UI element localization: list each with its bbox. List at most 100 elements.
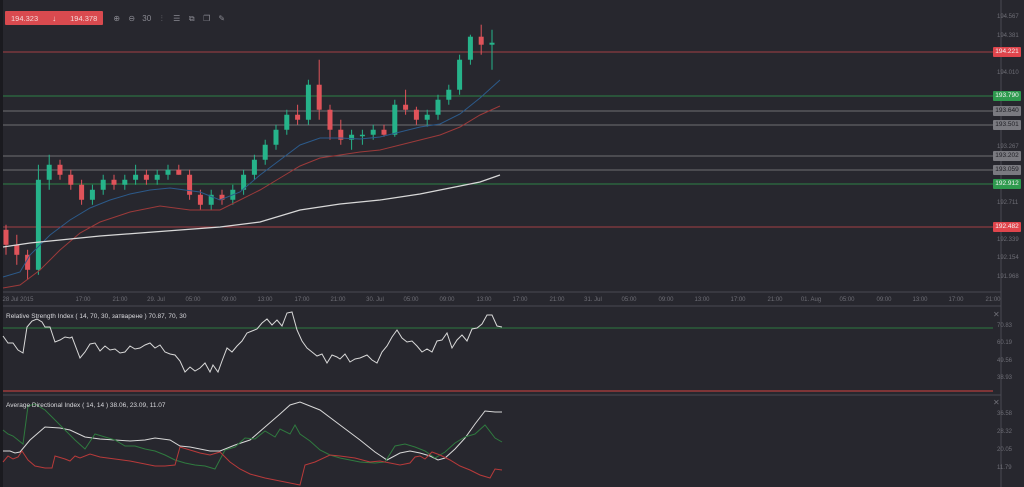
ema-slow-line [2, 105, 501, 289]
candle-body [68, 174, 74, 185]
candle-body [100, 179, 106, 190]
plus-di-line [2, 403, 503, 470]
candle-body [467, 36, 473, 60]
adx-line [3, 401, 502, 461]
level-price-badge[interactable]: 193.640 [993, 106, 1021, 116]
price-tick-label: 192.154 [997, 255, 1019, 261]
timeframe-icon[interactable]: 30 [142, 13, 152, 23]
candle-body [241, 174, 247, 190]
candle-body [359, 134, 365, 137]
level-price-badge[interactable]: 193.501 [993, 120, 1021, 130]
time-tick-label: 17:00 [948, 297, 964, 303]
zoom-in-icon[interactable]: ⊕ [113, 13, 121, 23]
candle-body [122, 179, 128, 185]
time-tick-label: 09:00 [876, 297, 892, 303]
candle-body [165, 169, 171, 175]
level-price-badge[interactable]: 193.790 [993, 91, 1021, 101]
time-tick-label: 21:00 [549, 297, 565, 303]
candle-body [251, 159, 257, 175]
chart-type-icon[interactable]: ⫶ [160, 13, 163, 23]
candle-body [446, 89, 452, 100]
level-price-badge[interactable]: 193.059 [993, 165, 1021, 175]
price-tick-label: 193.267 [997, 144, 1019, 150]
time-tick-label: 09:00 [221, 297, 237, 303]
zoom-out-icon[interactable]: ⊖ [128, 13, 136, 23]
candle-body [143, 174, 149, 180]
time-tick-label: 21:00 [112, 297, 128, 303]
candle-body [327, 109, 333, 130]
candle-body [197, 194, 203, 205]
time-tick-label: 21:00 [985, 297, 1001, 303]
price-tick-label: 191.968 [997, 274, 1019, 280]
time-tick-label: 17:00 [512, 297, 528, 303]
candle-body [35, 179, 41, 270]
arrow-down-icon: ↓ [52, 13, 57, 23]
tool-icons: ⊕ ⊖ 30 ⫶ ☰ ⧉ ❐ ✎ [112, 14, 226, 23]
time-tick-label: 05:00 [839, 297, 855, 303]
rsi-line [2, 311, 503, 374]
minus-di-line [2, 446, 503, 486]
level-price-badge[interactable]: 193.202 [993, 151, 1021, 161]
level-price-badge[interactable]: 192.912 [993, 179, 1021, 189]
time-tick-label: 17:00 [730, 297, 746, 303]
price-tick-label: 194.010 [997, 70, 1019, 76]
candle-body [284, 114, 290, 130]
candle-body [79, 184, 85, 200]
close-adx-icon[interactable]: ✕ [993, 398, 1000, 407]
rsi-tick-label: 60.19 [997, 340, 1013, 346]
time-tick-label: 01. Aug [800, 297, 822, 303]
candle-body [208, 194, 214, 205]
sma-long-line [2, 174, 501, 248]
candle-body [133, 174, 139, 180]
rsi-title: Relative Strength Index ( 14, 70, 30, за… [6, 313, 187, 320]
rsi-tick-label: 49.56 [997, 358, 1013, 364]
time-tick-label: 05:00 [403, 297, 419, 303]
time-tick-label: 09:00 [658, 297, 674, 303]
price-tick-label: 194.567 [997, 14, 1019, 20]
candle-body [392, 104, 398, 135]
time-tick-label: 13:00 [694, 297, 710, 303]
adx-tick-label: 36.58 [997, 411, 1013, 417]
time-tick-label: 05:00 [621, 297, 637, 303]
time-tick-label: 21:00 [330, 297, 346, 303]
candle-body [187, 174, 193, 195]
adx-tick-label: 28.32 [997, 429, 1013, 435]
time-tick-label: 13:00 [476, 297, 492, 303]
candle-body [14, 244, 20, 255]
time-tick-label: 29. Jul [147, 297, 165, 303]
candle-body [316, 84, 322, 110]
candle-body [413, 109, 419, 120]
time-tick-label: 21:00 [767, 297, 783, 303]
ema-fast-line [2, 79, 501, 278]
time-tick-label: 31. Jul [584, 297, 602, 303]
candle-body [338, 129, 344, 140]
rsi-tick-label: 38.93 [997, 375, 1013, 381]
candle-body [489, 42, 495, 45]
draw-icon[interactable]: ✎ [218, 13, 226, 23]
indicators-icon[interactable]: ☰ [173, 13, 181, 23]
candle-body [295, 114, 301, 120]
candle-body [89, 189, 95, 200]
time-tick-label: 05:00 [185, 297, 201, 303]
candle-body [176, 169, 182, 175]
screenshot-icon[interactable]: ⧉ [188, 13, 195, 23]
bid-price: 194.323 [11, 13, 39, 23]
candle-body [349, 134, 355, 140]
level-price-badge[interactable]: 192.482 [993, 222, 1021, 232]
candle-body [262, 144, 268, 160]
quote-badge[interactable]: 194.323 ↓ 194.378 [5, 11, 104, 25]
candle-body [219, 194, 225, 200]
templates-icon[interactable]: ❐ [203, 13, 211, 23]
candle-body [57, 164, 63, 175]
candle-body [3, 229, 9, 245]
time-tick-label: 30. Jul [366, 297, 384, 303]
time-tick-label: 09:00 [439, 297, 455, 303]
close-rsi-icon[interactable]: ✕ [993, 310, 1000, 319]
price-tick-label: 194.381 [997, 33, 1019, 39]
candle-body [25, 254, 31, 270]
candle-body [273, 129, 279, 145]
candle-body [457, 59, 463, 90]
adx-tick-label: 11.79 [997, 465, 1012, 471]
level-price-badge[interactable]: 194.221 [993, 47, 1021, 57]
